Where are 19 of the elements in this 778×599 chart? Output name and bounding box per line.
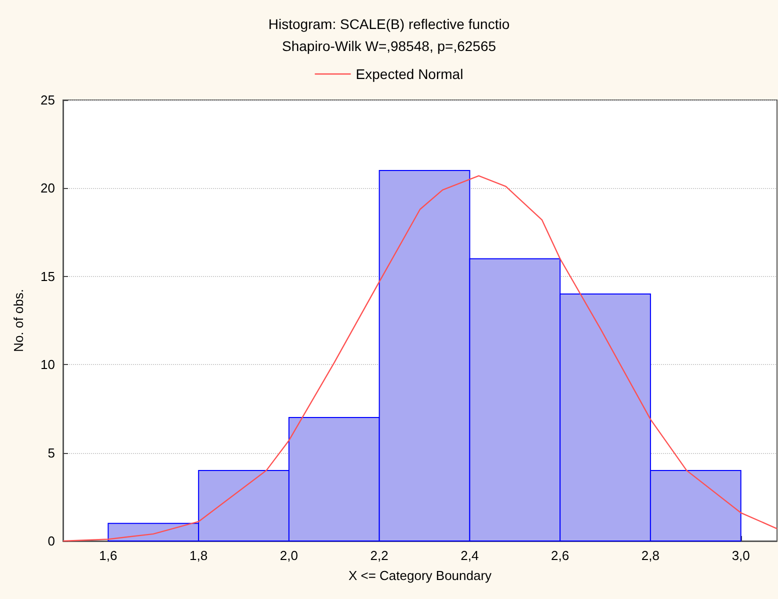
x-axis-title: X <= Category Boundary <box>348 568 492 583</box>
y-tick-label: 15 <box>40 268 55 284</box>
y-tick-label: 5 <box>48 445 55 460</box>
y-tick-label: 25 <box>40 92 55 108</box>
x-tick-label: 1,6 <box>99 548 118 563</box>
x-tick-label: 3,0 <box>732 548 750 563</box>
x-tick-label: 2,4 <box>460 548 479 563</box>
y-axis-title: No. of obs. <box>11 289 26 352</box>
chart-subtitle: Shapiro-Wilk W=,98548, p=,62565 <box>282 38 496 54</box>
x-tick-label: 2,0 <box>280 548 298 563</box>
x-tick-label: 2,6 <box>551 548 570 563</box>
y-tick-label: 0 <box>48 534 55 548</box>
y-tick-label: 20 <box>40 180 55 196</box>
y-tick-label: 10 <box>40 357 55 372</box>
x-tick-label: 2,2 <box>370 548 388 563</box>
x-tick-label: 1,8 <box>190 548 208 563</box>
chart-title: Histogram: SCALE(B) reflective functio <box>268 16 510 32</box>
legend-label: Expected Normal <box>356 66 464 82</box>
x-tick-label: 2,8 <box>641 548 660 563</box>
